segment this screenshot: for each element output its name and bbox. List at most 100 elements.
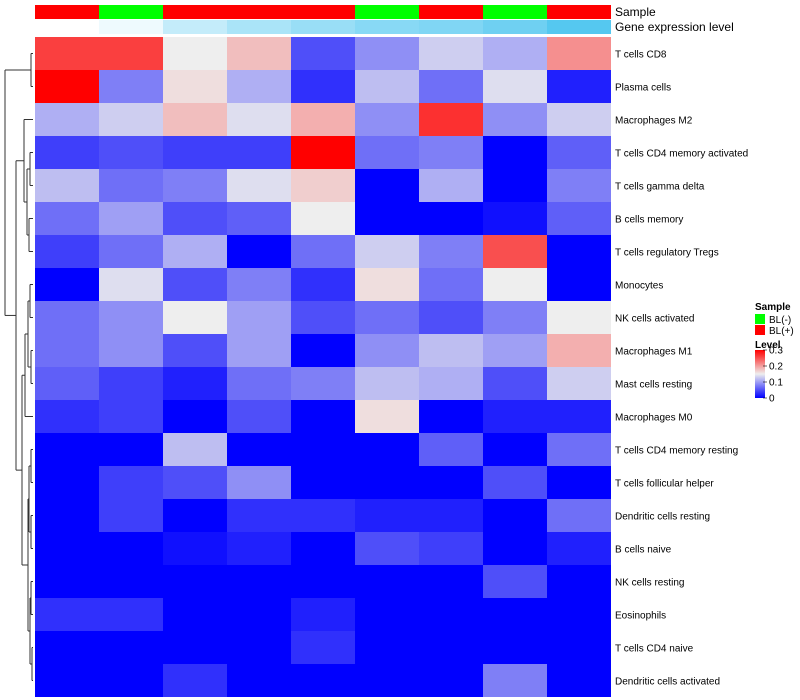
heatmap-cell: [547, 37, 611, 70]
heatmap-cell: [355, 136, 419, 169]
heatmap-cell: [35, 499, 99, 532]
heatmap-cell: [355, 334, 419, 367]
heatmap-cell: [163, 631, 227, 664]
heatmap-cell: [35, 334, 99, 367]
heatmap-cell: [35, 631, 99, 664]
heatmap-cell: [227, 136, 291, 169]
heatmap-cell: [291, 367, 355, 400]
heatmap-cell: [355, 400, 419, 433]
heatmap-cell: [163, 268, 227, 301]
row-label: T cells CD4 memory resting: [615, 446, 738, 457]
heatmap-cell: [355, 466, 419, 499]
heatmap-cell: [483, 202, 547, 235]
heatmap-cell: [99, 103, 163, 136]
heatmap-cell: [419, 565, 483, 598]
gene-expression-annotation-cell: [227, 20, 291, 34]
heatmap-cell: [483, 598, 547, 631]
heatmap-cell: [227, 268, 291, 301]
row-label: Monocytes: [615, 281, 663, 292]
heatmap-cell: [35, 268, 99, 301]
heatmap-cell: [547, 532, 611, 565]
heatmap-cell: [227, 433, 291, 466]
heatmap-cell: [291, 598, 355, 631]
row-label: T cells CD4 naive: [615, 644, 694, 655]
legend-level-ticks: 0.3 0.2 0.1 0: [763, 346, 783, 405]
heatmap-cell: [99, 433, 163, 466]
heatmap-cell: [35, 202, 99, 235]
gene-expression-annotation-cell: [547, 20, 611, 34]
heatmap-cell: [291, 136, 355, 169]
heatmap-cell: [227, 532, 291, 565]
heatmap-cell: [355, 70, 419, 103]
heatmap-cell: [419, 301, 483, 334]
heatmap-cell: [355, 268, 419, 301]
heatmap-cell: [163, 565, 227, 598]
heatmap-cell: [163, 301, 227, 334]
heatmap-cell: [419, 499, 483, 532]
heatmap-cell: [227, 664, 291, 697]
heatmap-cell: [227, 631, 291, 664]
heatmap-cell: [99, 202, 163, 235]
heatmap-cell: [547, 400, 611, 433]
heatmap-cell: [99, 367, 163, 400]
heatmap-cell: [99, 169, 163, 202]
sample-annotation-cell: [483, 5, 547, 19]
heatmap-cell: [227, 37, 291, 70]
legend-level-colorbar: [755, 350, 765, 398]
legend: Sample BL(-) BL(+) Level 0.3 0.2 0.1 0: [755, 302, 794, 405]
row-label: T cells follicular helper: [615, 479, 714, 490]
heatmap-cell: [419, 631, 483, 664]
heatmap-cell: [355, 103, 419, 136]
heatmap-cell: [35, 37, 99, 70]
heatmap-cell: [163, 70, 227, 103]
heatmap-cell: [483, 664, 547, 697]
heatmap-cell: [419, 70, 483, 103]
heatmap-cell: [291, 37, 355, 70]
row-label: NK cells resting: [615, 578, 684, 589]
gene-expression-annotation-cell: [35, 20, 99, 34]
heatmap-cell: [99, 268, 163, 301]
legend-level-tick-label: 0.1: [769, 378, 783, 389]
heatmap-cell: [355, 433, 419, 466]
heatmap-cell: [35, 598, 99, 631]
row-label: NK cells activated: [615, 314, 694, 325]
heatmap-cell: [547, 631, 611, 664]
heatmap-cell: [419, 37, 483, 70]
sample-annotation-cell: [35, 5, 99, 19]
heatmap-cell: [291, 334, 355, 367]
row-label: Macrophages M1: [615, 347, 693, 358]
heatmap-cell: [35, 301, 99, 334]
heatmap-cell: [547, 367, 611, 400]
legend-level-tick-label: 0.2: [769, 362, 783, 373]
row-label: T cells CD8: [615, 50, 667, 61]
heatmap-cell: [35, 565, 99, 598]
legend-label-bl-minus: BL(-): [769, 315, 791, 326]
legend-level-tick-label: 0.3: [769, 346, 783, 357]
legend-level-title: Level: [755, 340, 781, 351]
heatmap-cell: [547, 268, 611, 301]
heatmap-cell: [163, 499, 227, 532]
heatmap-cell: [483, 268, 547, 301]
heatmap-cell: [227, 334, 291, 367]
heatmap-cell: [419, 202, 483, 235]
row-label: Eosinophils: [615, 611, 666, 622]
sample-annotation-cell: [547, 5, 611, 19]
heatmap-cell: [291, 268, 355, 301]
heatmap-cell: [547, 301, 611, 334]
heatmap-cell: [547, 334, 611, 367]
heatmap-cell: [547, 202, 611, 235]
gene-expression-annotation-cell: [419, 20, 483, 34]
gene-expression-annotation-cell: [99, 20, 163, 34]
heatmap-cell: [99, 565, 163, 598]
heatmap-cell: [291, 499, 355, 532]
heatmap-cell: [163, 466, 227, 499]
annotation-label-sample: Sample: [615, 5, 656, 19]
heatmap-cell: [227, 70, 291, 103]
heatmap-cell: [547, 103, 611, 136]
heatmap-cell: [419, 103, 483, 136]
heatmap-cell: [483, 499, 547, 532]
heatmap-cell: [35, 664, 99, 697]
heatmap-cell: [227, 565, 291, 598]
heatmap-cell: [483, 235, 547, 268]
heatmap-cell: [163, 37, 227, 70]
